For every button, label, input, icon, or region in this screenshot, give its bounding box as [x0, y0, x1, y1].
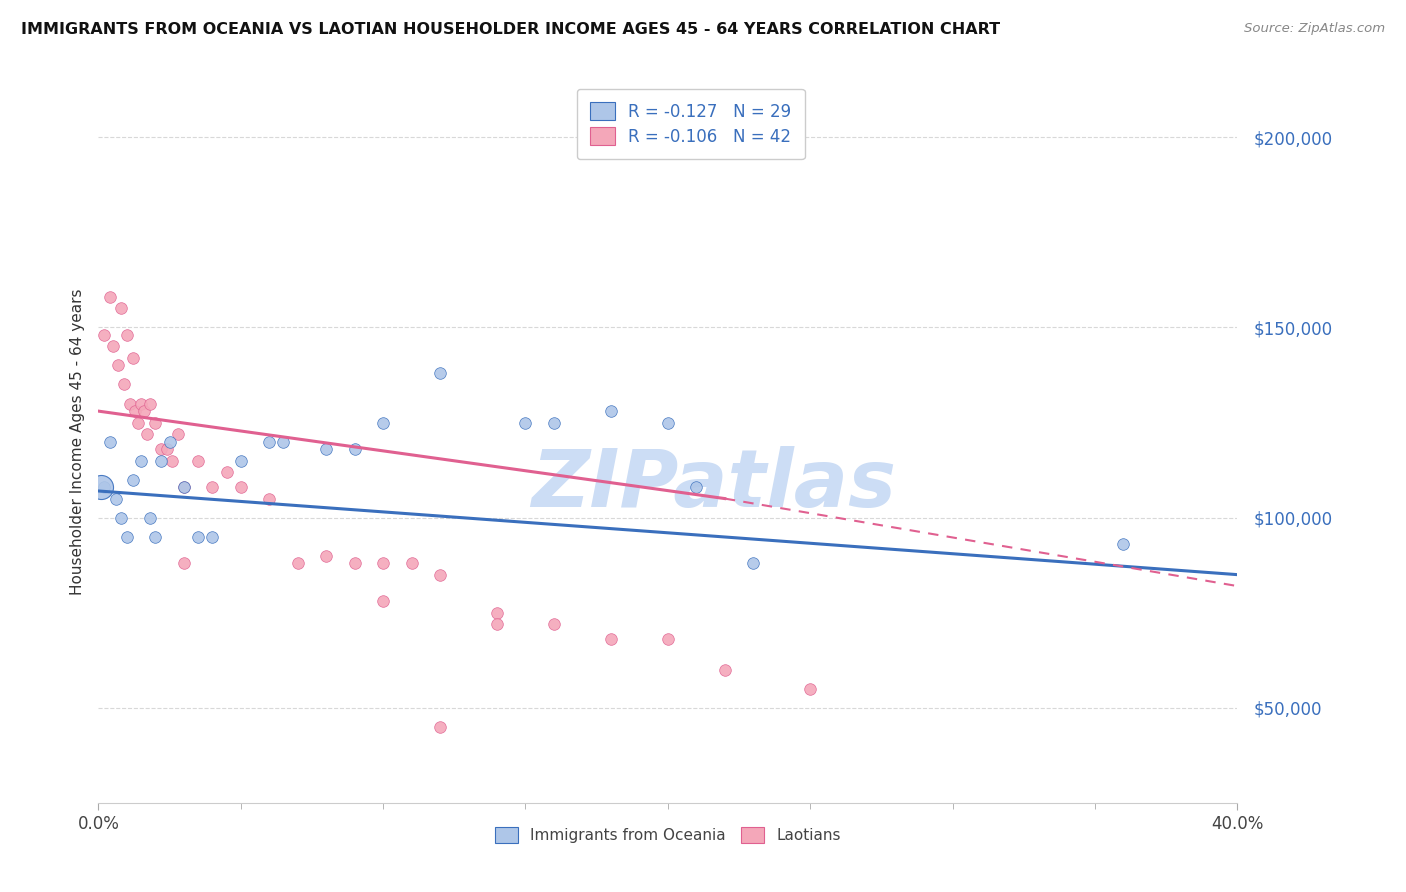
Point	[401, 556, 423, 570]
Point	[343, 442, 366, 457]
Text: Source: ZipAtlas.com: Source: ZipAtlas.com	[1244, 22, 1385, 36]
Point	[201, 480, 224, 494]
Point	[93, 480, 115, 494]
Legend: Immigrants from Oceania, Laotians: Immigrants from Oceania, Laotians	[489, 821, 846, 849]
Point	[121, 473, 143, 487]
Point	[173, 556, 195, 570]
Point	[145, 530, 167, 544]
Point	[101, 339, 124, 353]
Point	[129, 396, 152, 410]
Point	[187, 530, 209, 544]
Y-axis label: Householder Income Ages 45 - 64 years: Householder Income Ages 45 - 64 years	[69, 288, 84, 595]
Point	[343, 556, 366, 570]
Point	[124, 404, 146, 418]
Point	[714, 663, 737, 677]
Point	[229, 480, 252, 494]
Point	[104, 491, 127, 506]
Point	[129, 453, 152, 467]
Point	[107, 359, 129, 373]
Point	[486, 606, 509, 620]
Point	[486, 617, 509, 632]
Point	[429, 567, 451, 582]
Point	[132, 404, 155, 418]
Point	[657, 416, 679, 430]
Point	[127, 416, 149, 430]
Point	[229, 453, 252, 467]
Point	[93, 328, 115, 343]
Point	[287, 556, 309, 570]
Point	[273, 434, 295, 449]
Point	[173, 480, 195, 494]
Text: IMMIGRANTS FROM OCEANIA VS LAOTIAN HOUSEHOLDER INCOME AGES 45 - 64 YEARS CORRELA: IMMIGRANTS FROM OCEANIA VS LAOTIAN HOUSE…	[21, 22, 1000, 37]
Point	[138, 510, 160, 524]
Point	[110, 301, 132, 316]
Point	[110, 510, 132, 524]
Point	[1112, 537, 1135, 551]
Point	[112, 377, 135, 392]
Point	[373, 556, 395, 570]
Point	[187, 453, 209, 467]
Point	[201, 530, 224, 544]
Point	[98, 290, 121, 304]
Point	[162, 453, 184, 467]
Point	[543, 617, 565, 632]
Point	[429, 720, 451, 734]
Point	[600, 632, 623, 647]
Point	[259, 491, 281, 506]
Point	[115, 530, 138, 544]
Point	[118, 396, 141, 410]
Point	[373, 594, 395, 608]
Point	[429, 366, 451, 380]
Point	[138, 396, 160, 410]
Point	[657, 632, 679, 647]
Point	[145, 416, 167, 430]
Point	[150, 442, 173, 457]
Point	[167, 426, 190, 441]
Point	[685, 480, 707, 494]
Point	[543, 416, 565, 430]
Text: ZIPatlas: ZIPatlas	[531, 446, 896, 524]
Point	[259, 434, 281, 449]
Point	[215, 465, 238, 479]
Point	[135, 426, 157, 441]
Point	[98, 434, 121, 449]
Point	[115, 328, 138, 343]
Point	[742, 556, 765, 570]
Point	[315, 549, 337, 563]
Point	[373, 416, 395, 430]
Point	[515, 416, 537, 430]
Point	[173, 480, 195, 494]
Point	[150, 453, 173, 467]
Point	[799, 681, 821, 696]
Point	[159, 434, 181, 449]
Point	[90, 480, 112, 494]
Point	[121, 351, 143, 365]
Point	[156, 442, 179, 457]
Point	[315, 442, 337, 457]
Point	[600, 404, 623, 418]
